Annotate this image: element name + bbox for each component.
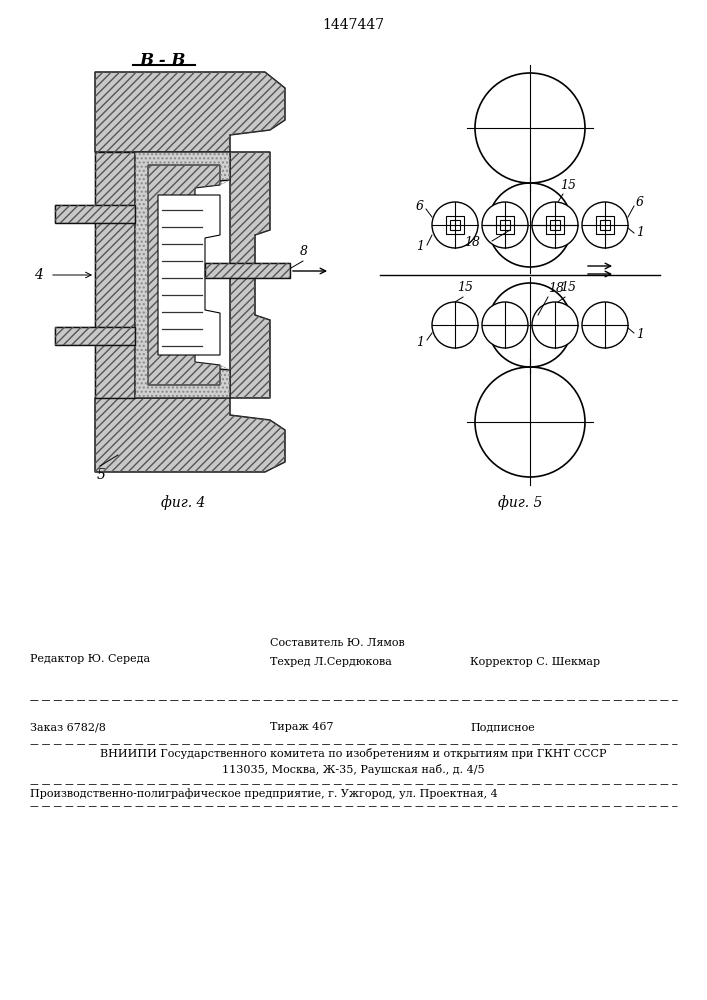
Bar [446,216,464,234]
Circle shape [582,202,628,248]
Text: 6: 6 [636,196,644,210]
Circle shape [432,302,478,348]
Circle shape [532,302,578,348]
Text: Корректор С. Шекмар: Корректор С. Шекмар [470,657,600,667]
Text: Составитель Ю. Лямов: Составитель Ю. Лямов [270,638,404,648]
Text: 5: 5 [97,468,106,482]
Text: ВНИИПИ Государственного комитета по изобретениям и открытиям при ГКНТ СССР: ВНИИПИ Государственного комитета по изоб… [100,748,606,759]
Polygon shape [55,205,135,223]
Circle shape [532,202,578,248]
Text: фиг. 5: фиг. 5 [498,495,542,510]
Polygon shape [95,152,135,398]
Text: 15: 15 [560,281,576,294]
Polygon shape [95,72,285,152]
Circle shape [482,202,528,248]
Text: 15: 15 [560,179,576,192]
Polygon shape [55,327,135,345]
Bar [550,220,560,230]
Polygon shape [148,165,220,385]
Text: 15: 15 [457,281,473,294]
Polygon shape [95,398,285,472]
Polygon shape [135,152,230,398]
Text: 1447447: 1447447 [322,18,384,32]
Text: Производственно-полиграфическое предприятие, г. Ужгород, ул. Проектная, 4: Производственно-полиграфическое предприя… [30,788,498,799]
Text: 4: 4 [34,268,43,282]
Text: В - В: В - В [140,52,186,69]
Polygon shape [230,152,270,398]
Bar [450,220,460,230]
Text: 1: 1 [416,336,424,350]
Bar [600,220,610,230]
Text: 1: 1 [416,240,424,253]
Circle shape [582,302,628,348]
Text: Тираж 467: Тираж 467 [270,722,334,732]
Bar [547,216,563,234]
Text: 1: 1 [636,328,644,342]
Text: 18: 18 [464,236,480,249]
Text: Подписное: Подписное [470,722,534,732]
Polygon shape [205,263,290,278]
Text: Заказ 6782/8: Заказ 6782/8 [30,722,106,732]
Bar [496,216,514,234]
Text: 1: 1 [636,227,644,239]
Text: фиг. 4: фиг. 4 [160,495,205,510]
Text: 6: 6 [416,200,424,214]
Text: 113035, Москва, Ж-35, Раушская наб., д. 4/5: 113035, Москва, Ж-35, Раушская наб., д. … [222,764,484,775]
Text: 8: 8 [300,245,308,258]
Circle shape [432,202,478,248]
Text: Техред Л.Сердюкова: Техред Л.Сердюкова [270,657,392,667]
Text: 18: 18 [548,282,564,295]
Bar [500,220,510,230]
Circle shape [482,302,528,348]
Text: Редактор Ю. Середа: Редактор Ю. Середа [30,654,150,664]
Polygon shape [158,195,220,355]
Bar [596,216,614,234]
